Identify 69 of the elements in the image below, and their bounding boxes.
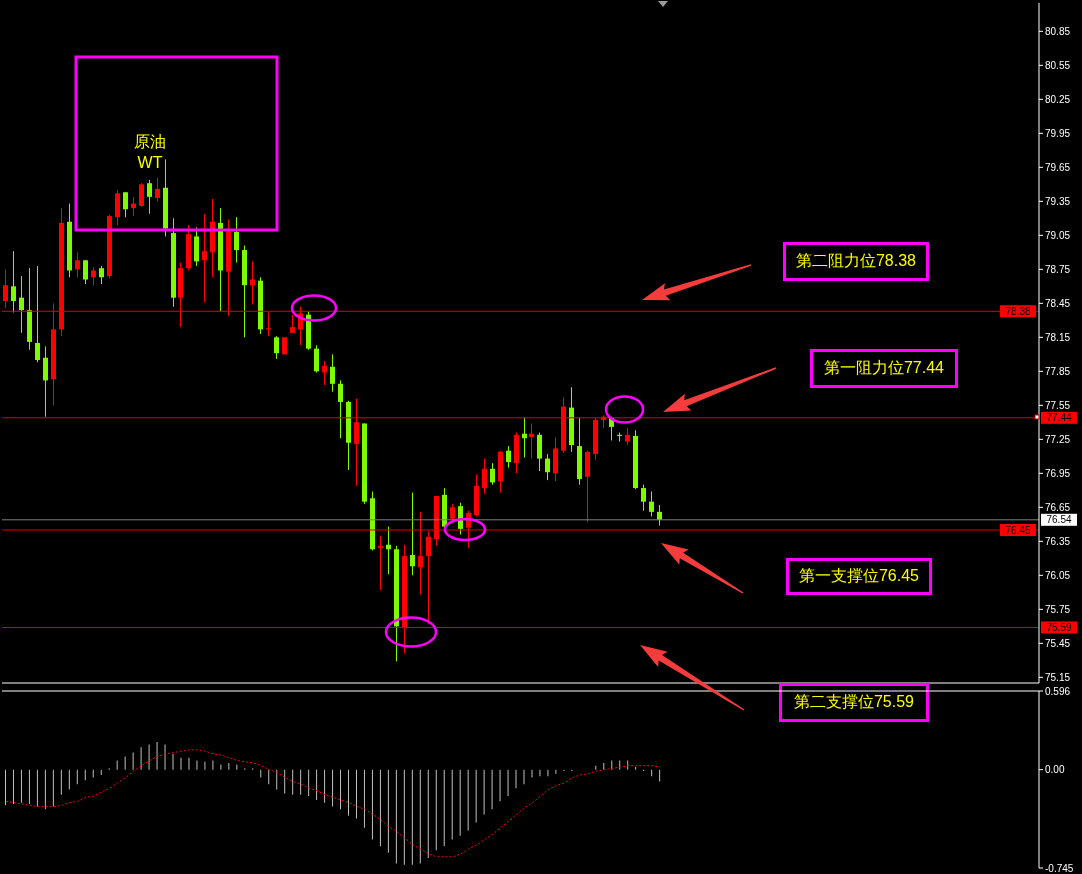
y-tick-label: 79.65	[1045, 161, 1071, 173]
candlestick	[354, 398, 359, 487]
ref-line-label: 77.44	[1046, 412, 1072, 424]
y-tick-label: 0.00	[1045, 764, 1065, 776]
candlestick	[537, 432, 542, 472]
candlestick	[19, 275, 24, 334]
candlestick	[482, 458, 487, 495]
ref-line-label: 76.54	[1046, 514, 1072, 526]
candlestick	[139, 182, 144, 208]
y-tick-label: 78.45	[1045, 297, 1071, 309]
y-tick-label: 80.25	[1045, 93, 1071, 105]
y-tick-label: -0.745	[1045, 862, 1074, 874]
candlestick	[75, 251, 80, 278]
annotation: 第一阻力位77.44	[810, 349, 958, 388]
candlestick	[123, 191, 128, 218]
line-series	[5, 749, 661, 858]
ref-line-label: 75.59	[1046, 621, 1072, 633]
candlestick	[115, 189, 120, 226]
candlestick	[649, 490, 654, 517]
y-tick-label: 77.25	[1045, 433, 1071, 445]
y-tick-label: 79.05	[1045, 229, 1071, 241]
candlestick	[155, 177, 160, 202]
ref-line-label: 78.38	[1005, 305, 1031, 317]
candlestick	[426, 530, 431, 625]
y-tick-label: 76.05	[1045, 569, 1071, 581]
candlestick	[410, 492, 415, 576]
candlestick	[83, 259, 88, 285]
text: WT	[136, 154, 164, 172]
text: 原油	[133, 133, 167, 151]
y-tick-label: 76.35	[1045, 535, 1071, 547]
candlestick	[418, 511, 423, 596]
candlestick	[202, 213, 207, 303]
candlestick	[35, 265, 40, 363]
y-tick-label: 79.35	[1045, 195, 1071, 207]
annotation: 第二支撑位75.59	[779, 683, 929, 722]
annotation: 第二阻力位78.38	[783, 242, 929, 281]
candlestick	[641, 484, 646, 512]
candlestick	[290, 314, 295, 334]
y-tick-label: 76.65	[1045, 501, 1071, 513]
candlestick	[378, 535, 383, 591]
candlestick	[314, 344, 319, 373]
y-tick-label: 78.75	[1045, 263, 1071, 275]
candlestick	[234, 216, 239, 264]
candlestick	[458, 502, 463, 536]
candlestick	[99, 265, 104, 285]
y-tick-label: 80.55	[1045, 59, 1071, 71]
y-tick-label: 77.55	[1045, 399, 1071, 411]
y-tick-label: 75.75	[1045, 603, 1071, 615]
candlestick	[43, 345, 48, 418]
candlestick	[545, 453, 550, 481]
candlestick	[147, 179, 152, 215]
candlestick	[11, 250, 16, 313]
y-tick-label: 75.15	[1045, 671, 1071, 683]
candlestick	[330, 353, 335, 393]
y-tick-label: 75.45	[1045, 637, 1071, 649]
candlestick	[91, 266, 96, 286]
candlestick	[338, 379, 343, 439]
candlestick	[490, 462, 495, 486]
y-tick-label: 77.85	[1045, 365, 1071, 377]
y-tick-label: 80.85	[1045, 25, 1071, 37]
y-tick-label: 79.95	[1045, 127, 1071, 139]
y-tick-label: 0.596	[1045, 685, 1071, 697]
y-tick-label: 76.95	[1045, 467, 1071, 479]
annotation: 第一支撑位76.45	[786, 558, 932, 595]
candlestick	[274, 335, 279, 360]
ref-line-label: 76.45	[1005, 524, 1031, 536]
candlestick	[3, 268, 8, 309]
y-tick-label: 78.15	[1045, 331, 1071, 343]
candlestick	[506, 445, 511, 469]
